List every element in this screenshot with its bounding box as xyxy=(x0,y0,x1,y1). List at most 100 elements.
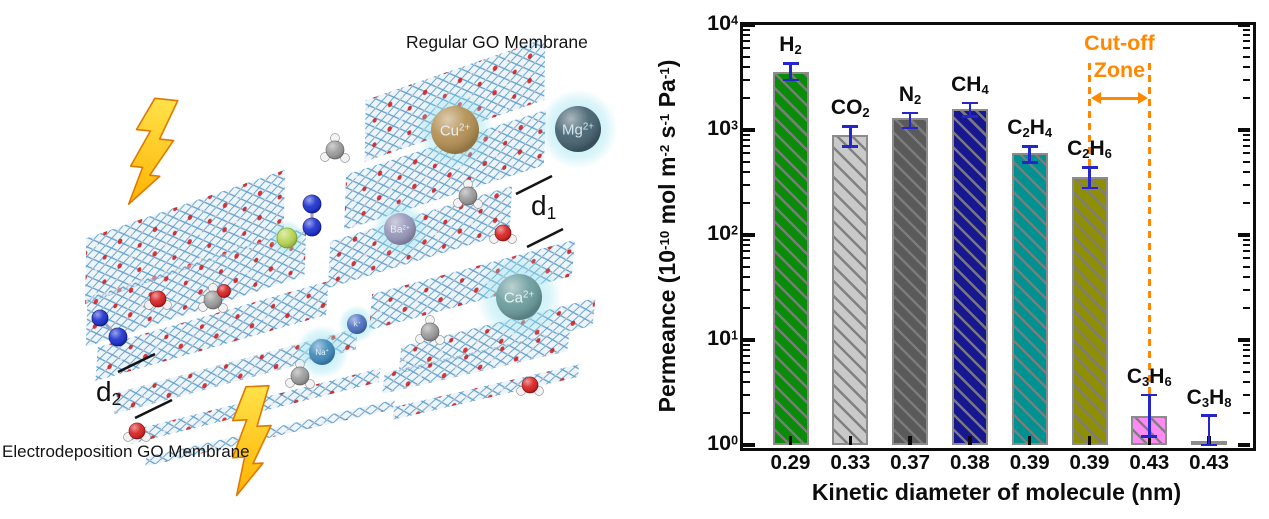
bar-C₂H₆ xyxy=(1071,176,1108,445)
error-bar-line xyxy=(1207,415,1211,445)
error-bar-line xyxy=(1148,394,1151,437)
go-sheet xyxy=(85,169,285,305)
barium-ion: Ba2+ xyxy=(372,201,428,257)
y-minor-tick xyxy=(743,152,750,155)
y-minor-tick xyxy=(1243,250,1250,253)
bar-N₂ xyxy=(892,118,929,445)
y-minor-tick xyxy=(1243,78,1250,81)
y-minor-tick xyxy=(1243,170,1250,173)
y-minor-tick xyxy=(1243,355,1250,358)
y-minor-tick xyxy=(743,393,750,396)
bar-label-H₂: H2 xyxy=(779,33,802,58)
hydrocarbon-molecule xyxy=(320,133,350,163)
y-minor-tick xyxy=(1243,34,1250,37)
error-bar-cap xyxy=(1201,414,1218,417)
y-minor-tick xyxy=(1243,412,1250,415)
y-minor-tick xyxy=(743,133,750,136)
y-minor-tick xyxy=(743,202,750,205)
error-bar-cap xyxy=(1081,186,1098,190)
y-minor-tick xyxy=(1243,257,1250,260)
x-tick xyxy=(968,436,972,445)
error-bar-line xyxy=(968,103,972,117)
x-tick-label: 0.39 xyxy=(1009,451,1050,474)
d2-spacing-ticks xyxy=(117,352,173,420)
y-minor-tick xyxy=(1243,133,1250,136)
x-tick xyxy=(788,436,793,445)
gas-molecules xyxy=(91,133,544,442)
y-minor-tick xyxy=(1243,380,1250,383)
solvated-species xyxy=(269,220,305,256)
nitrogen-molecule xyxy=(302,194,322,237)
hydrated-ions: Cu2+ Mg2+ Ba2+ Ca2+ K+ Na+ xyxy=(295,89,618,379)
bar-H₂ xyxy=(772,71,809,445)
ion-label: K+ xyxy=(353,320,361,329)
y-minor-tick xyxy=(1243,40,1250,43)
y-minor-tick xyxy=(743,145,750,148)
y-minor-tick xyxy=(1243,307,1250,310)
nitrogen-molecule xyxy=(91,309,128,347)
water-molecule xyxy=(489,224,517,244)
electrodeposition-go-membrane-label: Electrodeposition GO Membrane xyxy=(2,442,250,461)
plot-frame xyxy=(740,22,1256,451)
x-tick xyxy=(1027,436,1032,445)
d1-sub: 1 xyxy=(546,202,557,223)
error-bar-cap xyxy=(1141,435,1158,438)
y-minor-tick xyxy=(743,355,750,358)
cutoff-zone-label-line2: Zone xyxy=(1093,58,1146,82)
error-bar-line xyxy=(1028,146,1031,163)
error-bar-cap xyxy=(842,145,859,148)
x-tick-label: 0.33 xyxy=(830,451,871,474)
y-minor-tick xyxy=(743,349,750,352)
y-minor-tick xyxy=(1243,393,1250,396)
bar-label-C₃H₆: C3H6 xyxy=(1126,364,1172,389)
y-minor-tick xyxy=(1243,152,1250,155)
y-axis-title: Permeance (10-10 mol m-2 s-1 Pa-1) xyxy=(654,59,680,413)
cutoff-arrow-head xyxy=(1090,92,1101,104)
hydrocarbon-molecule xyxy=(453,179,483,209)
error-bar-line xyxy=(1088,167,1091,189)
y-minor-tick xyxy=(1243,362,1250,365)
water-molecule xyxy=(516,376,544,396)
y-minor-tick xyxy=(743,139,750,142)
error-bar-line xyxy=(849,126,852,147)
y-minor-tick xyxy=(743,370,750,373)
y-minor-tick xyxy=(743,170,750,173)
y-minor-tick xyxy=(1243,97,1250,100)
bar-CH₄ xyxy=(951,108,988,445)
cutoff-arrow-line xyxy=(1097,97,1142,100)
y-major-tick xyxy=(743,23,755,27)
y-minor-tick xyxy=(743,65,750,68)
y-minor-tick xyxy=(743,238,750,241)
water-molecule xyxy=(144,290,172,310)
magnesium-ion: Mg2+ xyxy=(538,89,618,169)
y-minor-tick xyxy=(743,275,750,278)
y-minor-tick xyxy=(1243,139,1250,142)
d1-spacing-ticks xyxy=(515,174,564,249)
y-minor-tick xyxy=(743,307,750,310)
y-minor-tick xyxy=(1243,28,1250,31)
y-minor-tick xyxy=(743,55,750,58)
y-minor-tick xyxy=(743,28,750,31)
y-tick-label: 101 xyxy=(707,326,738,350)
y-minor-tick xyxy=(743,78,750,81)
go-sheet xyxy=(85,227,307,347)
error-bar-cap xyxy=(842,125,859,128)
y-minor-tick xyxy=(1243,55,1250,58)
x-tick xyxy=(908,436,912,445)
y-major-tick xyxy=(1238,128,1250,132)
y-major-tick xyxy=(743,233,755,237)
permeance-bar-chart: 100 101 102 103 104 H2 CO2 N2 CH4 C2H4 C2H6 C3H6 C3H… xyxy=(640,0,1269,519)
y-minor-tick xyxy=(743,160,750,163)
y-tick-label: 102 xyxy=(707,221,738,245)
y-minor-tick xyxy=(743,244,750,247)
y-minor-tick xyxy=(1243,265,1250,268)
x-tick-label: 0.29 xyxy=(770,451,811,474)
error-bar-cap xyxy=(961,115,978,118)
d2-interlayer-spacing-label: d2 xyxy=(96,376,121,410)
x-tick xyxy=(1087,436,1092,445)
error-bar-cap xyxy=(782,78,799,82)
error-bar-cap xyxy=(1081,166,1098,169)
membrane-illustration-panel: Cu2+ Mg2+ Ba2+ Ca2+ K+ Na+ Regular GO Membran… xyxy=(2,32,618,497)
y-minor-tick xyxy=(1243,370,1250,373)
